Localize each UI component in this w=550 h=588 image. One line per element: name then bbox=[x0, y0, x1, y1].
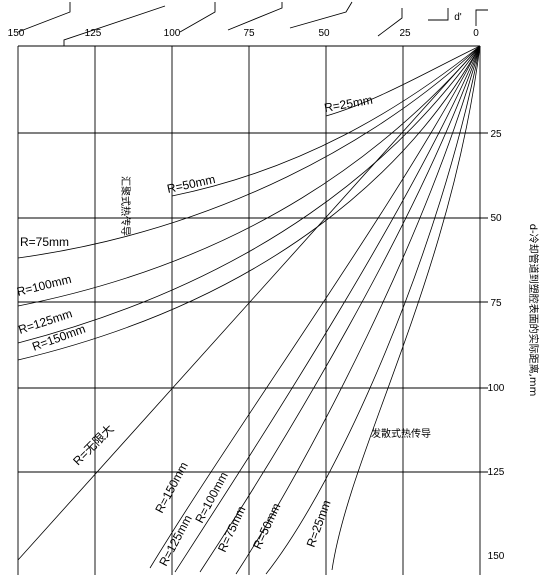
right-tick-125: 125 bbox=[488, 467, 505, 478]
right-axis-title: d-冷却管道到塑腔表面的实际距离,mm bbox=[527, 224, 540, 397]
lower-curve-r100 bbox=[199, 45, 481, 573]
infinity-line bbox=[17, 45, 481, 561]
lower-curves bbox=[149, 45, 481, 575]
lower-label-r150: R=150mm bbox=[152, 460, 191, 516]
step-mark-3 bbox=[179, 2, 216, 33]
right-axis-ticks: 25 50 75 100 125 150 bbox=[488, 129, 505, 562]
lower-label-r50: R=50mm bbox=[250, 501, 283, 551]
top-step-marks bbox=[17, 1, 488, 46]
upper-label-r25: R=25mm bbox=[323, 93, 374, 115]
upper-label-r75: R=75mm bbox=[20, 235, 69, 249]
upper-curve-labels: R=25mm R=50mm R=75mm R=100mm R=125mm R=1… bbox=[15, 93, 373, 354]
top-tick-50: 50 bbox=[318, 28, 330, 39]
lower-label-r25: R=25mm bbox=[304, 498, 334, 549]
diverging-region-label: 发散式热传导 bbox=[371, 427, 431, 440]
top-axis-ticks: 150 125 100 75 50 25 0 d' bbox=[8, 12, 480, 39]
vertical-grid bbox=[94, 46, 404, 575]
step-mark-1 bbox=[17, 2, 71, 33]
lower-curve-r125 bbox=[174, 45, 481, 573]
lower-curve-r150 bbox=[149, 45, 481, 569]
step-mark-2 bbox=[63, 5, 166, 46]
top-tick-0: 0 bbox=[473, 28, 479, 39]
step-mark-4 bbox=[227, 2, 283, 31]
converging-region-label: 汇聚式热传导 bbox=[119, 176, 132, 236]
top-tick-125: 125 bbox=[85, 28, 102, 39]
right-tick-50: 50 bbox=[490, 213, 502, 224]
lower-label-r125: R=125mm bbox=[156, 513, 195, 569]
step-mark-7 bbox=[428, 8, 449, 21]
lower-curve-r75 bbox=[235, 45, 481, 575]
upper-curve-r125 bbox=[17, 45, 481, 344]
upper-curve-r75 bbox=[17, 45, 481, 259]
right-tick-150: 150 bbox=[488, 551, 505, 562]
upper-curve-r100 bbox=[17, 45, 481, 307]
lower-label-r100: R=100mm bbox=[192, 470, 231, 526]
step-mark-8 bbox=[475, 9, 488, 26]
upper-label-r100: R=100mm bbox=[15, 272, 72, 299]
lower-label-r75: R=75mm bbox=[215, 504, 248, 554]
top-tick-150: 150 bbox=[8, 28, 25, 39]
upper-curve-r50 bbox=[171, 45, 481, 197]
top-tick-100: 100 bbox=[164, 28, 181, 39]
lower-curve-r50 bbox=[265, 45, 481, 575]
upper-label-r50: R=50mm bbox=[166, 172, 217, 196]
upper-curve-r25 bbox=[325, 45, 481, 117]
lower-curve-r25 bbox=[331, 45, 481, 571]
right-tick-25: 25 bbox=[490, 129, 502, 140]
horizontal-grid bbox=[18, 132, 488, 473]
right-tick-100: 100 bbox=[488, 383, 505, 394]
step-mark-5 bbox=[289, 1, 353, 29]
right-tick-75: 75 bbox=[490, 298, 502, 309]
top-axis-marker-label: d' bbox=[454, 12, 462, 23]
top-tick-75: 75 bbox=[243, 28, 255, 39]
step-mark-6 bbox=[377, 8, 403, 37]
top-tick-25: 25 bbox=[399, 28, 411, 39]
infinity-label: R=无限大 bbox=[70, 422, 116, 468]
